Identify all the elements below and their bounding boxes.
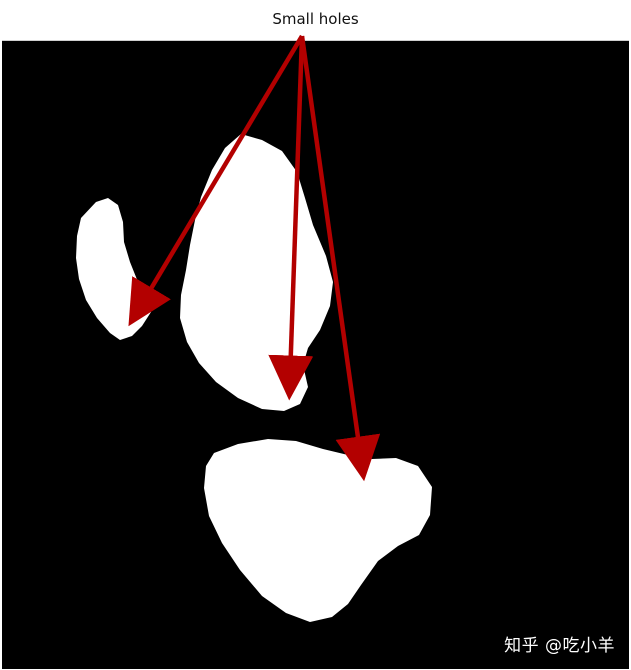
center-lobe-shape — [180, 134, 333, 411]
annotation-label: Small holes — [272, 10, 359, 28]
arrow-to-bottom-lobe — [299, 35, 381, 482]
watermark-text: 知乎 @吃小羊 — [504, 636, 615, 656]
arrow-to-left-lobe — [128, 34, 304, 327]
bottom-lobe-shape — [204, 439, 432, 622]
left-lobe-shape — [76, 198, 151, 340]
arrow-to-center-lobe — [268, 35, 314, 401]
